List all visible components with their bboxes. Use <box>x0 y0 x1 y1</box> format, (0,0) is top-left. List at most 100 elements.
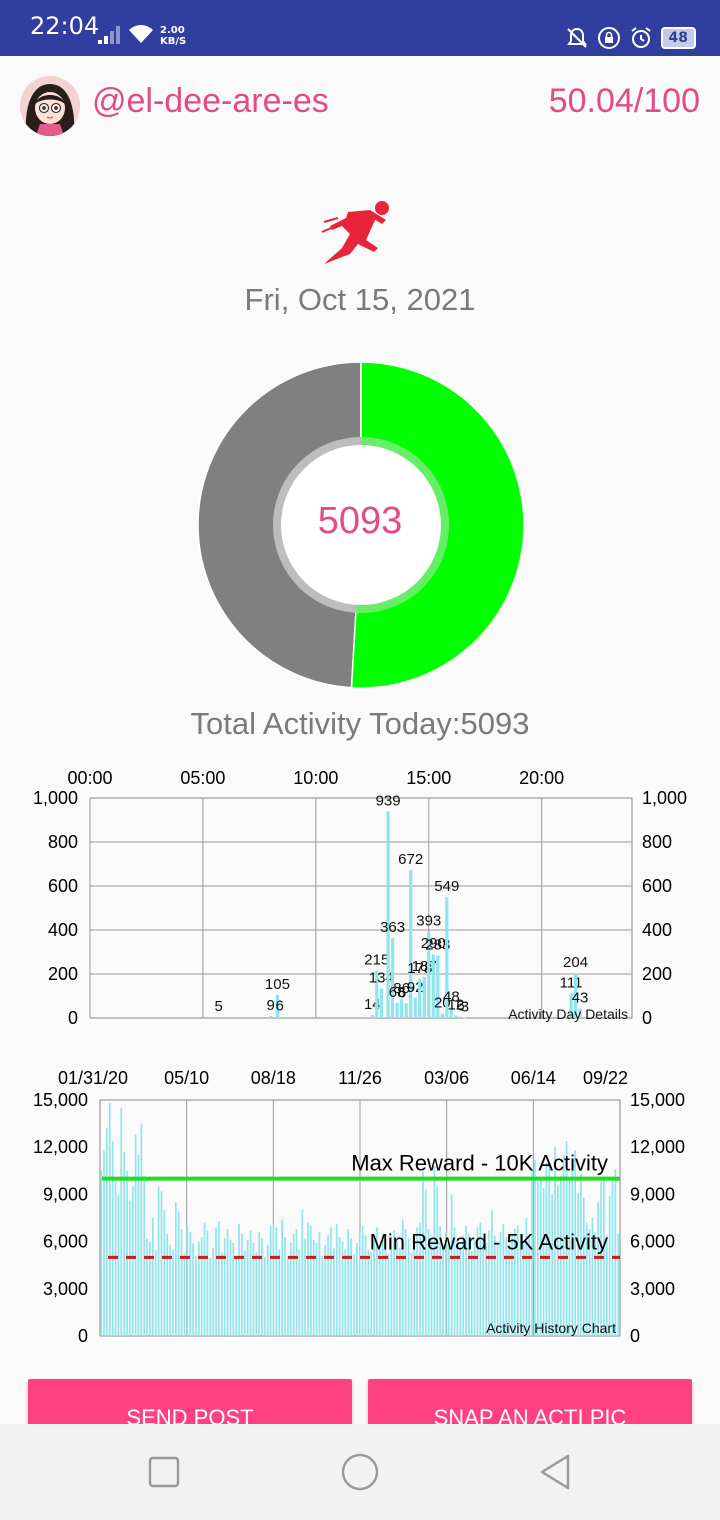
history-chart-bar <box>574 1150 577 1336</box>
day-chart-bar <box>445 897 449 1018</box>
day-chart-bar <box>409 870 413 1018</box>
day-chart-y-tick-right: 400 <box>642 920 672 940</box>
history-chart-bar <box>427 1229 430 1336</box>
day-chart-bar <box>436 955 440 1018</box>
history-chart-bar <box>241 1233 243 1336</box>
network-speed-value: 2.00 <box>160 25 185 36</box>
history-chart-bar <box>126 1170 128 1336</box>
history-chart-bar <box>192 1243 194 1336</box>
history-chart-bar <box>275 1227 278 1336</box>
history-chart-bar <box>522 1241 525 1336</box>
history-chart-bar <box>525 1218 528 1336</box>
history-chart-bar <box>496 1244 499 1336</box>
history-chart-bar <box>468 1233 470 1336</box>
history-chart-bar <box>473 1240 476 1336</box>
history-chart-bar <box>307 1222 309 1336</box>
history-chart-bar <box>255 1252 258 1336</box>
day-chart-title: Activity Day Details <box>508 1006 628 1022</box>
history-chart-bar <box>312 1240 315 1336</box>
history-chart-bar <box>485 1243 487 1336</box>
history-chart-bar <box>197 1241 200 1336</box>
history-chart-bar <box>399 1247 401 1336</box>
history-chart-bar <box>304 1238 306 1336</box>
day-chart-bar <box>413 997 417 1018</box>
history-chart-bar <box>367 1249 370 1336</box>
day-chart-data-label: 105 <box>265 976 290 993</box>
history-chart-bar <box>580 1173 582 1336</box>
history-chart-bar <box>536 1181 539 1336</box>
history-chart-bar <box>174 1202 177 1336</box>
activity-day-chart: 00:00 05:00 10:00 15:00 20:00 1,000 1,000 800 80… <box>0 760 720 1060</box>
history-chart-bar <box>261 1238 263 1336</box>
history-chart-bar <box>407 1238 410 1336</box>
history-chart-bar <box>301 1210 304 1336</box>
history-chart-bar <box>140 1123 143 1336</box>
circle-icon[interactable] <box>340 1452 380 1492</box>
history-chart-bar <box>238 1224 240 1336</box>
history-chart-bar <box>249 1230 252 1336</box>
history-chart-bar <box>186 1225 189 1336</box>
total-activity-label: Total Activity Today:5093 <box>190 706 530 741</box>
triangle-back-icon[interactable] <box>536 1452 576 1492</box>
day-chart-bar <box>431 954 435 1018</box>
day-chart-data-label: 215 <box>364 952 389 969</box>
status-bar: 22:04 2.00 KB/S 48 <box>0 0 720 56</box>
history-chart-y-tick-left: 15,000 <box>33 1090 88 1110</box>
history-chart-bar <box>378 1246 381 1336</box>
history-chart-x-tick-label: 09/22 <box>583 1068 628 1088</box>
day-chart-data-label: 43 <box>572 990 589 1007</box>
history-chart-bar <box>413 1243 416 1336</box>
snap-activity-pic-button[interactable]: SNAP AN ACTI PIC <box>368 1379 692 1424</box>
history-chart-bar <box>347 1229 350 1336</box>
day-chart-bar <box>269 1016 273 1018</box>
day-chart-bar <box>569 993 573 1018</box>
history-chart-y-tick-right: 12,000 <box>630 1137 685 1157</box>
history-chart-bar <box>588 1229 591 1336</box>
history-chart-bar <box>401 1219 404 1336</box>
day-chart-bar <box>275 994 280 1018</box>
history-chart-bar <box>390 1236 393 1336</box>
running-icon <box>321 201 389 264</box>
history-chart-bar <box>597 1202 599 1336</box>
day-chart-data-label: 3 <box>461 998 469 1015</box>
day-chart-bar <box>573 973 578 1018</box>
history-chart-bar <box>341 1241 344 1336</box>
history-chart-y-tick-left: 6,000 <box>43 1232 88 1252</box>
day-chart-bar <box>278 1016 282 1018</box>
history-chart-bar <box>393 1230 396 1336</box>
history-chart-bar <box>229 1240 232 1336</box>
history-chart-bar <box>189 1232 192 1336</box>
history-chart-bar <box>577 1192 579 1336</box>
send-post-button[interactable]: SEND POST <box>28 1379 352 1424</box>
activity-date: Fri, Oct 15, 2021 <box>244 282 476 317</box>
day-chart-data-label: 68 <box>389 984 406 1001</box>
history-chart-bar <box>565 1140 568 1336</box>
avatar[interactable] <box>20 76 80 136</box>
day-chart-data-label: 178 <box>407 960 432 977</box>
history-chart-bar <box>252 1243 255 1336</box>
day-chart-bar <box>463 1017 467 1019</box>
history-chart-bar <box>120 1107 123 1336</box>
day-chart-x-tick-label: 10:00 <box>293 768 338 788</box>
history-chart-bar <box>462 1235 464 1336</box>
history-chart-bar <box>591 1218 594 1336</box>
history-chart-bar <box>373 1240 375 1336</box>
day-chart-bar <box>422 976 426 1018</box>
history-chart-y-tick-left: 3,000 <box>43 1279 88 1299</box>
day-chart-data-label: 549 <box>434 878 459 895</box>
history-chart-bar <box>195 1255 197 1336</box>
history-chart-bar <box>146 1238 148 1336</box>
history-chart-bar <box>608 1195 611 1336</box>
square-icon[interactable] <box>144 1452 184 1492</box>
history-chart-y-tick-right: 6,000 <box>630 1232 675 1252</box>
history-chart-bar <box>456 1240 459 1336</box>
history-chart-bar <box>384 1243 387 1336</box>
day-chart-data-label: 363 <box>380 919 405 936</box>
day-chart-data-label: 12 <box>448 996 465 1013</box>
history-chart-bar <box>559 1175 562 1336</box>
history-chart-bar <box>514 1229 516 1336</box>
history-chart-bar <box>335 1224 338 1336</box>
history-chart-bar <box>129 1200 131 1336</box>
history-chart-x-tick-label: 05/10 <box>164 1068 209 1088</box>
username[interactable]: @el-dee-are-es <box>92 82 329 120</box>
